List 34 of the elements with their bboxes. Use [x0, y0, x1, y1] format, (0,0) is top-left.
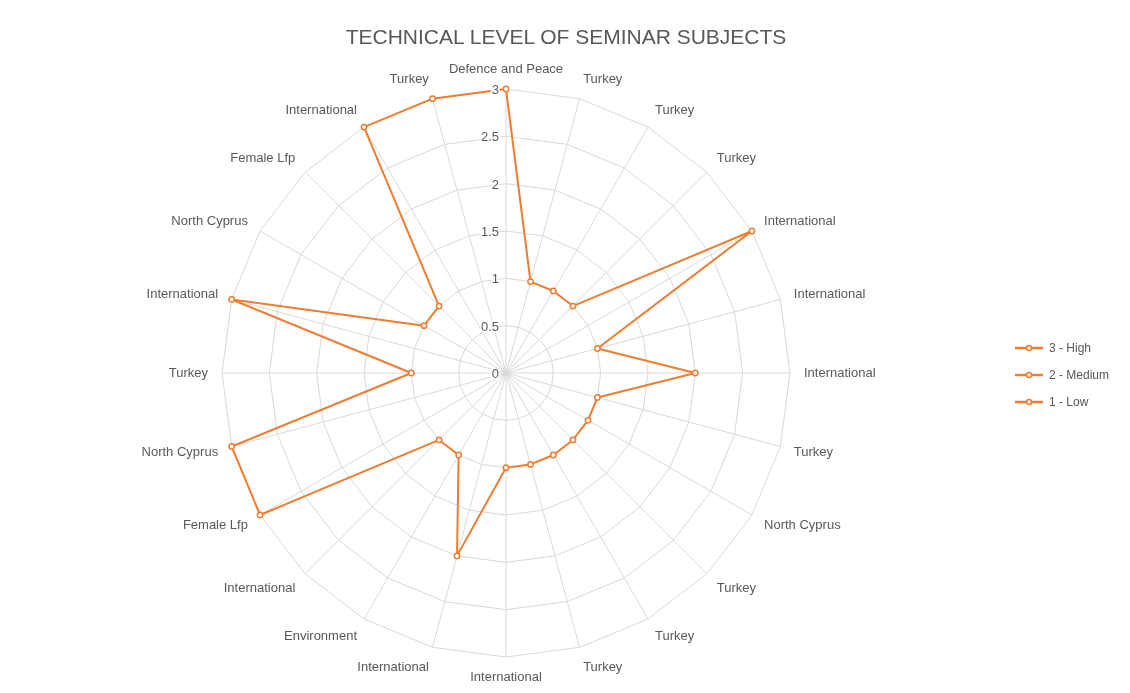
spoke-label: International: [804, 365, 876, 380]
spoke-label: Turkey: [655, 101, 695, 117]
spoke-label: Turkey: [583, 658, 623, 674]
spoke-label: Turkey: [793, 443, 834, 459]
spoke-label: International: [357, 658, 429, 674]
spoke-label: Turkey: [716, 150, 757, 166]
spoke-label: Female Lfp: [182, 517, 248, 532]
legend-label: 1 - Low: [1049, 395, 1089, 409]
y-tick-label: 0.5: [480, 318, 499, 334]
spoke-label: North Cyprus: [171, 213, 249, 228]
legend-label: 3 - High: [1049, 341, 1092, 355]
spoke-label: Turkey: [716, 579, 757, 595]
spoke-label: International: [764, 213, 836, 228]
spoke-label: Turkey: [583, 71, 623, 87]
spoke-label: International: [470, 669, 542, 684]
spoke-label: International: [223, 579, 296, 595]
y-tick-label: 1.5: [480, 224, 499, 239]
spoke-label: Female Lfp: [230, 150, 296, 166]
spoke-label: Defence and Peace: [448, 61, 564, 76]
y-tick-label: 0: [491, 366, 499, 381]
spoke-label: Environment: [284, 628, 358, 644]
y-tick-label: 2: [491, 176, 499, 192]
legend-label: 2 - Medium: [1049, 368, 1110, 382]
spoke-label: International: [793, 286, 866, 302]
spoke-label: International: [146, 286, 219, 302]
y-tick-label: 1: [491, 271, 499, 287]
spoke-label: International: [285, 101, 358, 117]
spoke-label: Turkey: [168, 365, 209, 380]
spoke-label: North Cyprus: [764, 517, 842, 532]
chart-title: TECHNICAL LEVEL OF SEMINAR SUBJECTS: [345, 25, 787, 48]
spoke-label: Turkey: [655, 628, 695, 644]
spoke-label: North Cyprus: [141, 443, 219, 459]
spoke-label: Turkey: [389, 71, 430, 87]
y-tick-label: 2.5: [480, 129, 499, 145]
